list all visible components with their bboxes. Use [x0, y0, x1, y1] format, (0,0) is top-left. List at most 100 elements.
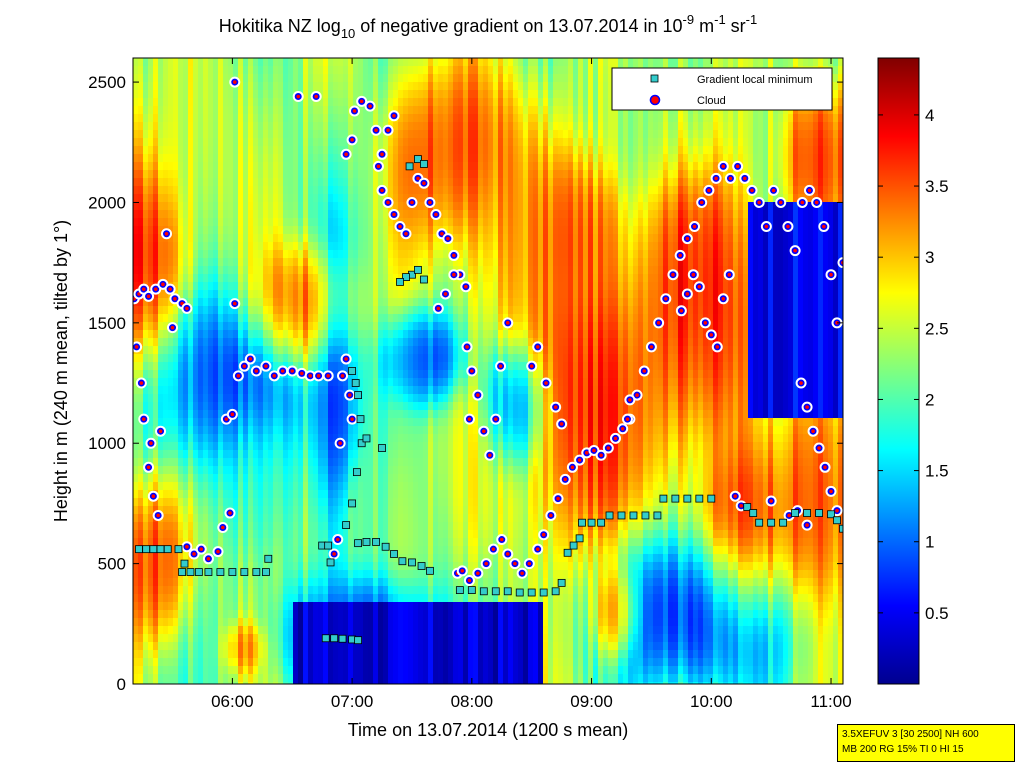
heatmap-cell — [288, 458, 294, 467]
heatmap-cell — [363, 66, 369, 75]
heatmap-cell — [348, 186, 354, 195]
heatmap-cell — [323, 562, 329, 571]
heatmap-cell — [353, 618, 359, 627]
heatmap-cell — [263, 522, 269, 531]
heatmap-cell — [213, 226, 219, 235]
heatmap-cell — [263, 642, 269, 651]
heatmap-cell — [143, 514, 149, 523]
heatmap-cell — [243, 682, 249, 684]
heatmap-cell — [283, 242, 289, 251]
heatmap-cell — [403, 178, 409, 187]
heatmap-cell — [373, 402, 379, 411]
heatmap-cell — [313, 82, 319, 91]
heatmap-cell — [193, 418, 199, 427]
heatmap-cell — [338, 346, 344, 355]
heatmap-cell — [288, 434, 294, 443]
heatmap-cell — [338, 570, 344, 579]
heatmap-cell — [163, 170, 169, 179]
heatmap-cell — [403, 298, 409, 307]
heatmap-cell — [418, 226, 424, 235]
heatmap-cell — [268, 338, 274, 347]
heatmap-cell — [263, 354, 269, 363]
heatmap-cell — [188, 346, 194, 355]
heatmap-cell — [418, 330, 424, 339]
heatmap-cell — [378, 474, 384, 483]
heatmap-cell — [423, 250, 429, 259]
heatmap-cell — [428, 106, 434, 115]
heatmap-cell — [383, 602, 389, 611]
heatmap-cell — [368, 618, 374, 627]
heatmap-cell — [158, 210, 164, 219]
heatmap-cell — [368, 82, 374, 91]
heatmap-cell — [358, 506, 364, 515]
heatmap-cell — [388, 266, 394, 275]
heatmap-cell — [223, 498, 229, 507]
heatmap-cell — [408, 402, 414, 411]
heatmap-cell — [218, 106, 224, 115]
heatmap-cell — [353, 386, 359, 395]
heatmap-cell — [228, 442, 234, 451]
heatmap-cell — [418, 282, 424, 291]
heatmap-cell — [203, 658, 209, 667]
heatmap-cell — [428, 586, 434, 595]
heatmap-cell — [408, 586, 414, 595]
heatmap-cell — [153, 418, 159, 427]
heatmap-cell — [278, 170, 284, 179]
heatmap-cell — [203, 474, 209, 483]
heatmap-cell — [408, 130, 414, 139]
heatmap-cell — [278, 506, 284, 515]
heatmap-cell — [183, 402, 189, 411]
heatmap-cell — [198, 418, 204, 427]
heatmap-cell — [318, 58, 324, 67]
heatmap-cell — [398, 626, 404, 635]
heatmap-cell — [188, 402, 194, 411]
heatmap-cell — [273, 546, 279, 555]
heatmap-cell — [423, 202, 429, 211]
heatmap-cell — [178, 90, 184, 99]
heatmap-cell — [353, 234, 359, 243]
heatmap-cell — [388, 154, 394, 163]
heatmap-cell — [248, 66, 254, 75]
heatmap-cell — [138, 66, 144, 75]
heatmap-cell — [333, 610, 339, 619]
heatmap-cell — [358, 322, 364, 331]
heatmap-cell — [423, 138, 429, 147]
heatmap-cell — [428, 146, 434, 155]
heatmap-cell — [223, 210, 229, 219]
heatmap-cell — [188, 194, 194, 203]
heatmap-cell — [248, 530, 254, 539]
heatmap-cell — [403, 498, 409, 507]
heatmap-cell — [343, 610, 349, 619]
heatmap-cell — [378, 178, 384, 187]
heatmap-cell — [378, 258, 384, 267]
heatmap-cell — [288, 394, 294, 403]
heatmap-cell — [218, 130, 224, 139]
heatmap-cell — [388, 466, 394, 475]
heatmap-cell — [133, 154, 139, 163]
heatmap-cell — [378, 626, 384, 635]
heatmap-cell — [253, 506, 259, 515]
heatmap-cell — [323, 466, 329, 475]
heatmap-cell — [403, 658, 409, 667]
heatmap-cell — [183, 266, 189, 275]
heatmap-cell — [343, 442, 349, 451]
heatmap-cell — [238, 386, 244, 395]
heatmap-cell — [163, 266, 169, 275]
heatmap-cell — [243, 122, 249, 131]
heatmap-cell — [198, 634, 204, 643]
heatmap-cell — [398, 530, 404, 539]
heatmap-cell — [363, 474, 369, 483]
heatmap-cell — [388, 98, 394, 107]
heatmap-cell — [328, 162, 334, 171]
heatmap-cell — [423, 618, 429, 627]
heatmap-cell — [248, 322, 254, 331]
heatmap-cell — [363, 458, 369, 467]
heatmap-cell — [133, 138, 139, 147]
heatmap-cell — [283, 282, 289, 291]
heatmap-cell — [193, 682, 199, 684]
heatmap-cell — [273, 562, 279, 571]
heatmap-cell — [338, 218, 344, 227]
heatmap-cell — [393, 218, 399, 227]
heatmap-cell — [243, 290, 249, 299]
heatmap-cell — [318, 218, 324, 227]
